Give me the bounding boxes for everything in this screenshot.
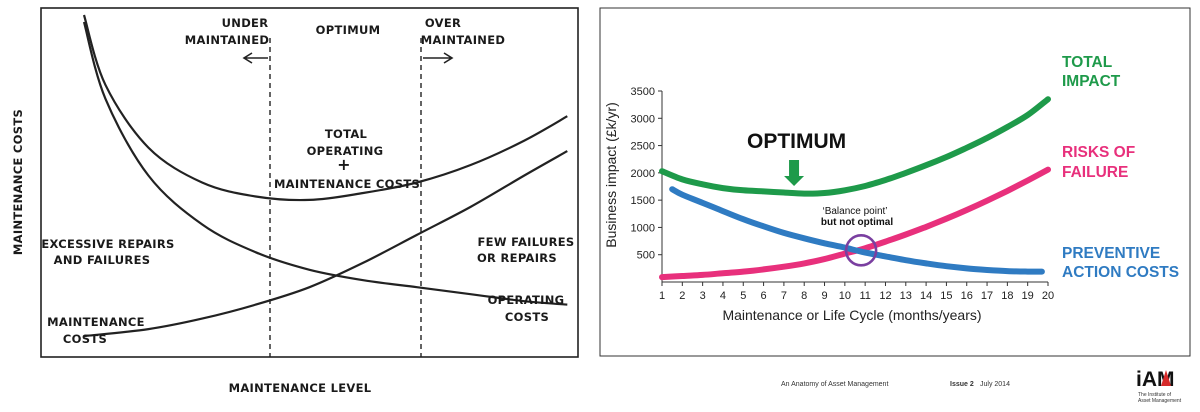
excessive-label-2: AND FAILURES (54, 253, 151, 267)
series-operating-cost-line (82, 21, 568, 306)
footer-publication: An Anatomy of Asset Management (781, 381, 888, 388)
x-tick-label: 20 (1042, 290, 1054, 302)
right-series (659, 96, 1051, 281)
x-tick-label: 19 (1022, 290, 1034, 302)
y-tick-label: 1500 (631, 195, 655, 207)
right-xlabel: Maintenance or Life Cycle (months/years) (722, 307, 981, 323)
series-total-cost-line (82, 14, 568, 202)
logo-accent-icon (1161, 370, 1171, 386)
x-tick-label: 12 (879, 290, 891, 302)
optimum-arrow-icon (784, 160, 805, 186)
operating-costs-label-1: OPERATING (488, 293, 565, 307)
left-chart: MAINTENANCE COSTS MAINTENANCE LEVEL UNDE… (11, 7, 579, 395)
x-tick-label: 2 (679, 290, 685, 302)
label-preventive-1: PREVENTIVE (1062, 245, 1160, 262)
maintenance-costs-label-1: MAINTENANCE (47, 315, 145, 329)
x-tick-label: 5 (740, 290, 746, 302)
x-tick-label: 13 (900, 290, 912, 302)
left-xlabel: MAINTENANCE LEVEL (229, 381, 372, 395)
under-arrow-icon (242, 52, 268, 64)
label-total-2: IMPACT (1062, 73, 1121, 90)
label-risk-2: FAILURE (1062, 164, 1128, 181)
x-tick-label: 16 (961, 290, 973, 302)
under-label-2: MAINTAINED (185, 33, 269, 47)
few-failures-label-1: FEW FAILURES (478, 235, 575, 249)
total-label-4: MAINTENANCE COSTS (274, 177, 420, 191)
y-tick-label: 1000 (631, 222, 655, 234)
x-tick-label: 3 (700, 290, 706, 302)
operating-costs-label-2: COSTS (505, 310, 549, 324)
footer-date: July 2014 (980, 381, 1010, 388)
total-label-1: TOTAL (325, 127, 368, 141)
x-tick-label: 10 (839, 290, 851, 302)
total-label-3: + (337, 155, 351, 174)
x-tick-label: 14 (920, 290, 932, 302)
y-tick-label: 3500 (631, 86, 655, 98)
total-label-2: OPERATING (307, 144, 384, 158)
few-failures-label-2: OR REPAIRS (477, 251, 557, 265)
series-maintenance-cost-line (83, 150, 568, 338)
y-tick-label: 500 (637, 250, 655, 262)
right-ylabel: Business impact (£k/yr) (603, 102, 619, 247)
y-tick-label: 3000 (631, 113, 655, 125)
series-preventive-action-line (669, 186, 1045, 275)
footer: An Anatomy of Asset Management Issue 2 J… (781, 368, 1182, 404)
x-tick-label: 18 (1001, 290, 1013, 302)
logo-subtitle-2: Asset Management (1138, 398, 1182, 404)
over-label-2: MAINTAINED (421, 33, 505, 47)
y-tick-label: 2500 (631, 141, 655, 153)
optimum-label: OPTIMUM (316, 23, 381, 37)
x-tick-label: 15 (940, 290, 952, 302)
y-tick-label: 2000 (631, 168, 655, 180)
under-label-1: UNDER (222, 16, 269, 30)
x-tick-label: 9 (821, 290, 827, 302)
balance-point-circle (844, 234, 878, 267)
optimum-title: OPTIMUM (747, 130, 846, 153)
footer-issue: Issue 2 (950, 381, 974, 388)
x-tick-label: 8 (801, 290, 807, 302)
right-chart: Business impact (£k/yr) Maintenance or L… (599, 7, 1191, 357)
over-arrow-icon (423, 52, 454, 64)
x-tick-label: 4 (720, 290, 726, 302)
iam-logo: iAM The Institute of Asset Management (1136, 368, 1182, 404)
logo-subtitle-1: The Institute of (1138, 392, 1172, 398)
excessive-label-1: EXCESSIVE REPAIRS (41, 237, 174, 251)
label-total-1: TOTAL (1062, 54, 1112, 71)
label-preventive-2: ACTION COSTS (1062, 264, 1179, 281)
balance-label-2: but not optimal (821, 217, 893, 228)
series-total-impact-line (659, 96, 1051, 197)
over-label-1: OVER (425, 16, 461, 30)
label-risk-1: RISKS OF (1062, 144, 1135, 161)
balance-label-1: ‘Balance point’ (822, 206, 887, 217)
left-chart-frame (40, 7, 579, 358)
left-ylabel: MAINTENANCE COSTS (11, 109, 25, 255)
x-tick-label: 6 (761, 290, 767, 302)
x-tick-label: 11 (859, 290, 870, 302)
maintenance-costs-label-2: COSTS (63, 332, 107, 346)
x-tick-label: 7 (781, 290, 787, 302)
x-tick-label: 17 (981, 290, 993, 302)
x-tick-label: 1 (659, 290, 665, 302)
